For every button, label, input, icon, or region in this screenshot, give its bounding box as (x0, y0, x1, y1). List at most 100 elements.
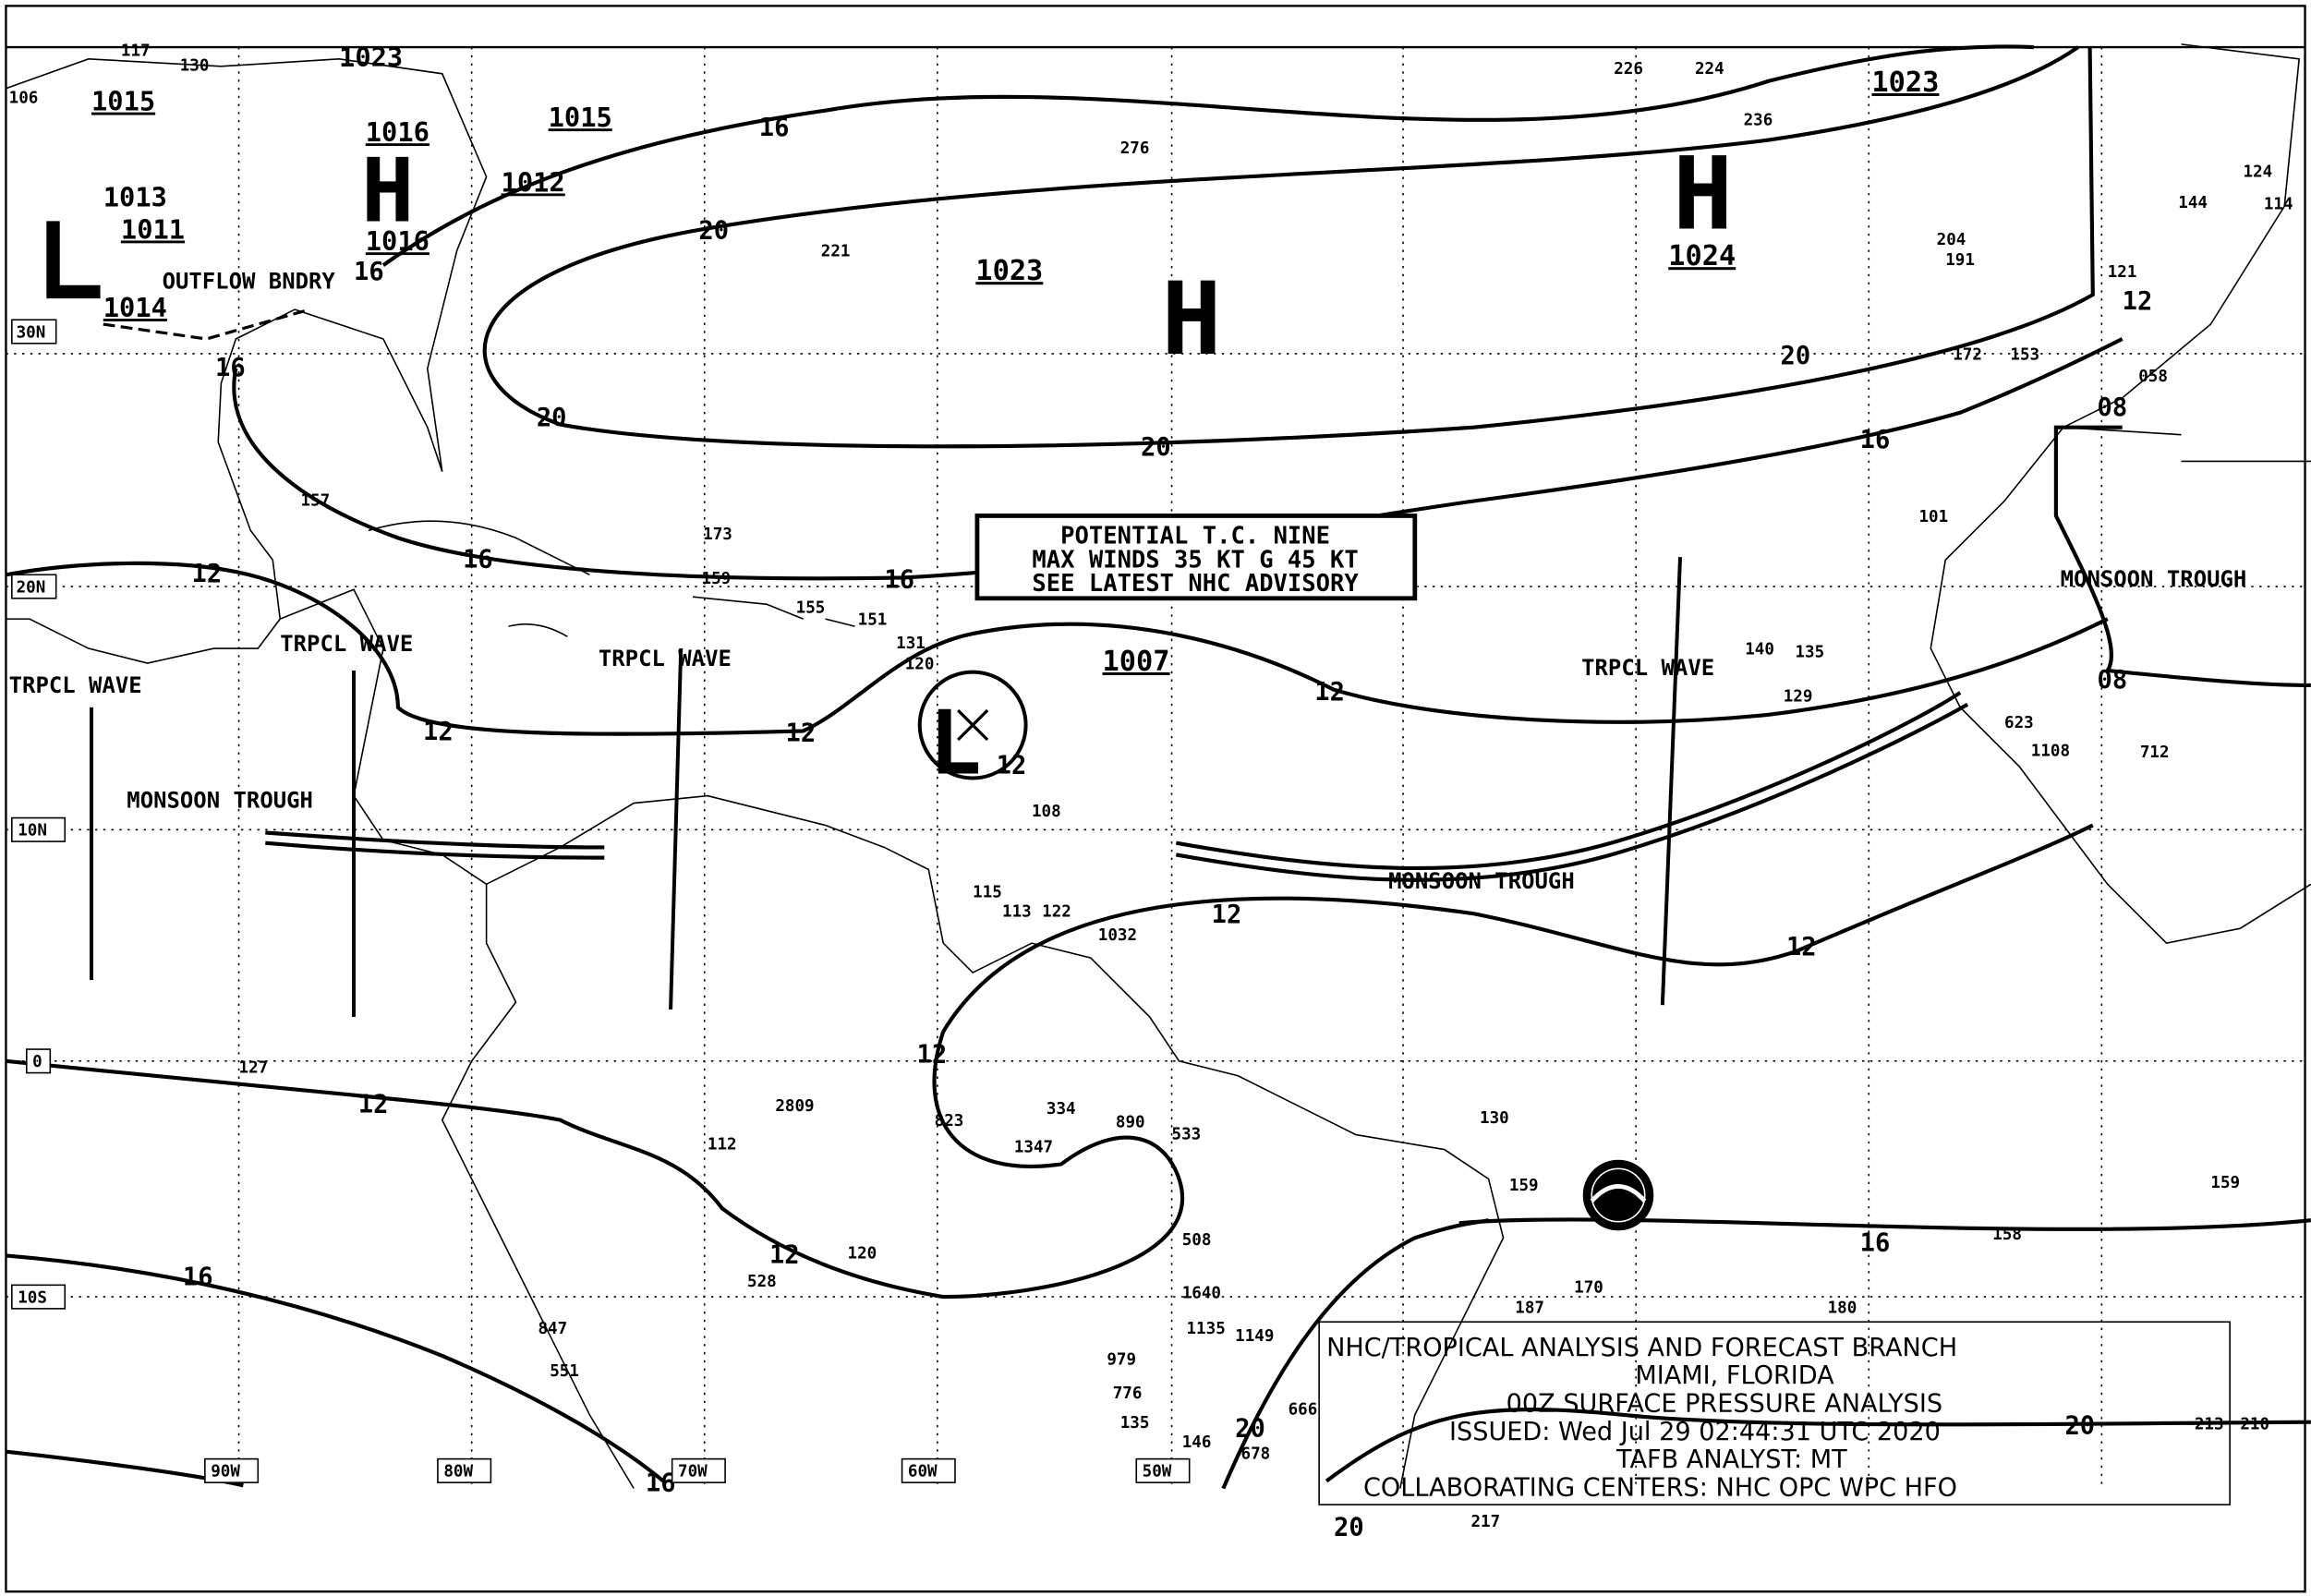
isobars (6, 44, 2311, 1490)
svg-text:20: 20 (537, 404, 567, 432)
svg-text:131: 131 (896, 635, 926, 653)
svg-text:112: 112 (708, 1136, 737, 1155)
svg-text:158: 158 (1992, 1226, 2022, 1244)
svg-text:173: 173 (703, 526, 732, 544)
svg-text:058: 058 (2138, 368, 2168, 386)
svg-text:187: 187 (1515, 1300, 1544, 1318)
svg-text:1149: 1149 (1235, 1327, 1274, 1346)
svg-text:155: 155 (796, 599, 826, 618)
low-pressure-l: L (928, 692, 982, 795)
svg-text:191: 191 (1945, 251, 1975, 270)
svg-text:ISSUED: Wed Jul 29 02:44:31 UT: ISSUED: Wed Jul 29 02:44:31 UTC 2020 (1449, 1418, 1941, 1446)
svg-text:12: 12 (423, 718, 454, 746)
svg-text:213: 213 (2195, 1416, 2224, 1434)
svg-text:20: 20 (698, 216, 729, 245)
pressure-values: 1023 1015 1016 1012 1013 1011 1014 1016 … (46, 42, 612, 323)
pressure-value: 1023 (1871, 66, 1939, 99)
svg-text:1108: 1108 (2031, 743, 2070, 761)
svg-text:1012: 1012 (502, 166, 565, 198)
svg-text:20: 20 (2064, 1411, 2095, 1440)
svg-text:2809: 2809 (775, 1097, 814, 1116)
svg-text:1014: 1014 (103, 292, 167, 323)
isobar-labels: 16 20 20 20 16 16 16 12 12 12 16 12 12 1… (183, 114, 2152, 1542)
low-pressure-value: 1007 (1103, 646, 1170, 678)
svg-text:221: 221 (821, 243, 851, 261)
svg-text:0: 0 (32, 1053, 42, 1071)
svg-text:159: 159 (702, 570, 732, 588)
svg-text:117: 117 (121, 42, 151, 61)
svg-text:60W: 60W (908, 1463, 938, 1481)
svg-text:776: 776 (1113, 1384, 1143, 1403)
svg-text:1015: 1015 (549, 102, 612, 133)
svg-text:08: 08 (2098, 393, 2128, 422)
svg-text:114: 114 (2264, 196, 2293, 214)
svg-text:551: 551 (550, 1362, 579, 1381)
svg-text:MIAMI, FLORIDA: MIAMI, FLORIDA (1635, 1361, 1834, 1390)
svg-text:1640: 1640 (1182, 1285, 1221, 1303)
svg-text:113: 113 (1002, 902, 1032, 921)
svg-text:180: 180 (1828, 1300, 1857, 1318)
svg-text:12: 12 (191, 560, 222, 588)
svg-text:12: 12 (2123, 287, 2153, 316)
svg-text:16: 16 (183, 1263, 213, 1291)
svg-text:20: 20 (1781, 342, 1811, 370)
svg-text:236: 236 (1744, 112, 1773, 130)
low-pressure-l-symbol (46, 221, 101, 299)
svg-text:12: 12 (1314, 678, 1345, 707)
svg-text:151: 151 (858, 611, 888, 630)
svg-text:106: 106 (9, 90, 39, 108)
svg-text:890: 890 (1116, 1114, 1145, 1132)
svg-text:140: 140 (1745, 640, 1774, 659)
svg-text:127: 127 (239, 1059, 269, 1078)
svg-text:80W: 80W (443, 1463, 473, 1481)
noaa-logo (1582, 1159, 1654, 1231)
storm-circle (917, 670, 1028, 780)
svg-text:10S: 10S (18, 1288, 47, 1307)
svg-text:1135: 1135 (1187, 1320, 1226, 1338)
svg-text:12: 12 (1212, 901, 1242, 929)
svg-text:MONSOON TROUGH: MONSOON TROUGH (127, 787, 313, 813)
svg-text:20N: 20N (17, 578, 46, 597)
svg-text:12: 12 (997, 752, 1027, 780)
svg-text:SEE LATEST NHC ADVISORY: SEE LATEST NHC ADVISORY (1032, 570, 1359, 598)
coastlines (6, 43, 2311, 1489)
svg-text:50W: 50W (1143, 1463, 1172, 1481)
title-info-box: NHC/TROPICAL ANALYSIS AND FORECAST BRANC… (1318, 1321, 2231, 1505)
svg-text:130: 130 (1480, 1109, 1509, 1128)
svg-text:101: 101 (1919, 508, 1949, 526)
storm-x-icon (957, 708, 989, 742)
svg-text:847: 847 (538, 1320, 567, 1338)
svg-text:TRPCL WAVE: TRPCL WAVE (1581, 655, 1714, 681)
svg-text:1016: 1016 (366, 225, 430, 257)
map-frame (5, 5, 2306, 1593)
svg-text:108: 108 (1032, 803, 1061, 821)
svg-text:08: 08 (2098, 666, 2128, 695)
svg-text:135: 135 (1120, 1414, 1150, 1433)
svg-text:528: 528 (747, 1273, 777, 1291)
svg-text:12: 12 (1786, 933, 1817, 961)
svg-text:533: 533 (1172, 1125, 1202, 1143)
svg-text:16: 16 (1860, 426, 1891, 454)
svg-text:153: 153 (2010, 345, 2039, 364)
svg-text:130: 130 (180, 57, 210, 76)
svg-text:1015: 1015 (91, 86, 155, 117)
svg-text:979: 979 (1107, 1350, 1136, 1369)
svg-text:1023: 1023 (339, 42, 403, 73)
svg-text:12: 12 (358, 1091, 389, 1119)
svg-text:90W: 90W (211, 1463, 240, 1481)
lat-lon-grid (6, 47, 2305, 1489)
svg-text:1013: 1013 (103, 181, 167, 212)
svg-text:12: 12 (917, 1040, 948, 1069)
high-pressure-value: 1023 (975, 255, 1043, 287)
high-pressure-h: H (1161, 260, 1221, 378)
svg-text:16: 16 (1860, 1229, 1891, 1258)
svg-text:172: 172 (1953, 345, 1982, 364)
svg-text:226: 226 (1614, 60, 1643, 79)
svg-text:TRPCL WAVE: TRPCL WAVE (280, 631, 413, 657)
svg-text:OUTFLOW BNDRY: OUTFLOW BNDRY (163, 269, 336, 295)
svg-text:COLLABORATING CENTERS: NHC OPC: COLLABORATING CENTERS: NHC OPC WPC HFO (1363, 1474, 1957, 1503)
station-observations: 130 106 117 221 276 226 224 236 157 173 … (9, 42, 2293, 1531)
longitude-labels: 90W 80W 70W 60W 50W (204, 1457, 1191, 1483)
svg-text:204: 204 (1937, 231, 1966, 249)
